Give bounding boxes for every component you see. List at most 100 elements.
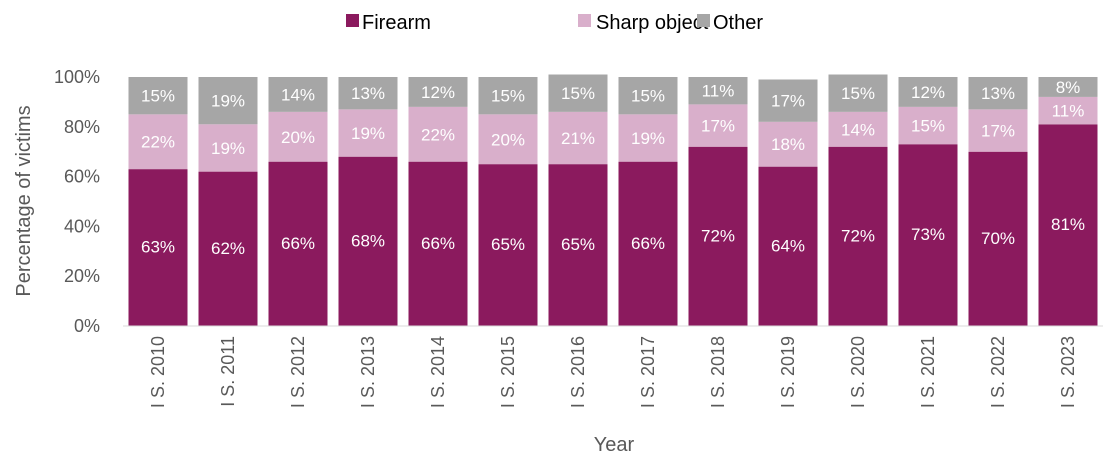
bar-group: 64% 18% 17% — [758, 79, 818, 326]
data-label-firearm: 68% — [351, 231, 385, 250]
data-label-sharp-object: 22% — [141, 133, 175, 152]
data-label-firearm: 66% — [281, 234, 315, 253]
data-label-sharp-object: 20% — [281, 128, 315, 147]
bar-sharp-object — [198, 124, 258, 172]
bar-other — [688, 77, 748, 105]
data-label-other: 8% — [1056, 78, 1081, 97]
data-label-other: 12% — [911, 83, 945, 102]
bar-sharp-object — [968, 109, 1028, 152]
y-tick-label: 40% — [64, 216, 100, 236]
bar-other — [968, 77, 1028, 110]
data-label-firearm: 66% — [631, 234, 665, 253]
data-label-firearm: 81% — [1051, 215, 1085, 234]
legend-label: Firearm — [362, 12, 431, 34]
bar-sharp-object — [128, 114, 188, 170]
data-label-sharp-object: 19% — [631, 129, 665, 148]
bar-group: 81% 11% 8% — [1038, 77, 1098, 326]
data-label-other: 12% — [421, 83, 455, 102]
x-tick-label: I S. 2016 — [568, 336, 588, 408]
bar-other — [128, 77, 188, 115]
x-tick-label: I S. 2017 — [638, 336, 658, 408]
data-label-firearm: 72% — [841, 226, 875, 245]
bar-firearm — [128, 169, 188, 326]
bar-firearm — [618, 161, 678, 326]
data-label-other: 13% — [981, 84, 1015, 103]
data-label-other: 15% — [631, 87, 665, 106]
data-label-sharp-object: 15% — [911, 117, 945, 136]
legend-label: Sharp object — [596, 12, 709, 34]
data-label-sharp-object: 17% — [701, 117, 735, 136]
bar-sharp-object — [828, 111, 888, 147]
bar-firearm — [1038, 124, 1098, 326]
x-tick-label: I S. 2023 — [1058, 336, 1078, 408]
bar-group: 72% 14% 15% — [828, 74, 888, 326]
y-tick-label: 100% — [54, 67, 100, 87]
bar-firearm — [268, 161, 328, 326]
data-label-sharp-object: 22% — [421, 125, 455, 144]
data-label-sharp-object: 18% — [771, 135, 805, 154]
bar-sharp-object — [688, 104, 748, 147]
y-tick-label: 0% — [74, 316, 100, 336]
data-label-sharp-object: 21% — [561, 129, 595, 148]
bar-firearm — [688, 146, 748, 326]
bar-sharp-object — [548, 111, 608, 165]
data-label-sharp-object: 19% — [211, 139, 245, 158]
data-label-other: 15% — [841, 84, 875, 103]
data-label-firearm: 66% — [421, 234, 455, 253]
data-label-firearm: 62% — [211, 239, 245, 258]
data-label-sharp-object: 14% — [841, 120, 875, 139]
bar-firearm — [198, 171, 258, 326]
data-label-firearm: 64% — [771, 236, 805, 255]
data-label-sharp-object: 20% — [491, 130, 525, 149]
data-label-other: 19% — [211, 92, 245, 111]
y-axis-label: Percentage of victims — [13, 105, 35, 296]
bar-firearm — [408, 161, 468, 326]
x-tick-label: I S. 2022 — [988, 336, 1008, 408]
bar-firearm — [898, 144, 958, 326]
bar-group: 63% 22% 15% — [128, 77, 188, 326]
x-tick-label: I S. 2020 — [848, 336, 868, 408]
data-label-other: 15% — [141, 87, 175, 106]
data-label-other: 15% — [491, 87, 525, 106]
bar-group: 66% 22% 12% — [408, 77, 468, 326]
bar-sharp-object — [898, 106, 958, 145]
x-tick-label: I S. 2019 — [778, 336, 798, 408]
x-tick-label: I S. 2015 — [498, 336, 518, 408]
bar-group: 68% 19% 13% — [338, 77, 398, 326]
x-tick-label: I S. 2011 — [218, 336, 238, 407]
x-tick-label: I S. 2010 — [148, 336, 168, 408]
data-label-firearm: 72% — [701, 226, 735, 245]
bar-group: 66% 19% 15% — [618, 77, 678, 326]
y-tick-label: 20% — [64, 266, 100, 286]
data-label-firearm: 63% — [141, 238, 175, 257]
x-tick-label: I S. 2012 — [288, 336, 308, 408]
bar-other — [548, 74, 608, 112]
data-label-firearm: 70% — [981, 229, 1015, 248]
y-tick-label: 80% — [64, 117, 100, 137]
bar-group: 72% 17% 11% — [688, 77, 748, 326]
data-label-firearm: 65% — [561, 235, 595, 254]
legend-item-sharp-object: Sharp object — [578, 12, 709, 34]
data-label-sharp-object: 17% — [981, 122, 1015, 141]
bar-other — [198, 77, 258, 125]
data-label-other: 13% — [351, 84, 385, 103]
bar-sharp-object — [268, 111, 328, 162]
bar-group: 73% 15% 12% — [898, 77, 958, 326]
data-label-other: 15% — [561, 84, 595, 103]
bar-sharp-object — [338, 109, 398, 157]
data-label-other: 17% — [771, 92, 805, 111]
legend-swatch — [346, 14, 359, 27]
x-tick-label: I S. 2013 — [358, 336, 378, 408]
legend: Firearm Sharp object Other — [346, 12, 763, 34]
legend-item-other: Other — [697, 12, 763, 34]
bar-sharp-object — [478, 114, 538, 165]
bar-group: 65% 21% 15% — [548, 74, 608, 326]
bar-other — [408, 77, 468, 107]
bar-firearm — [828, 146, 888, 326]
bar-other — [268, 77, 328, 112]
bar-firearm — [968, 151, 1028, 326]
bar-firearm — [338, 156, 398, 326]
data-label-sharp-object: 11% — [1052, 102, 1085, 121]
data-label-firearm: 65% — [491, 235, 525, 254]
bar-group: 70% 17% 13% — [968, 77, 1028, 326]
